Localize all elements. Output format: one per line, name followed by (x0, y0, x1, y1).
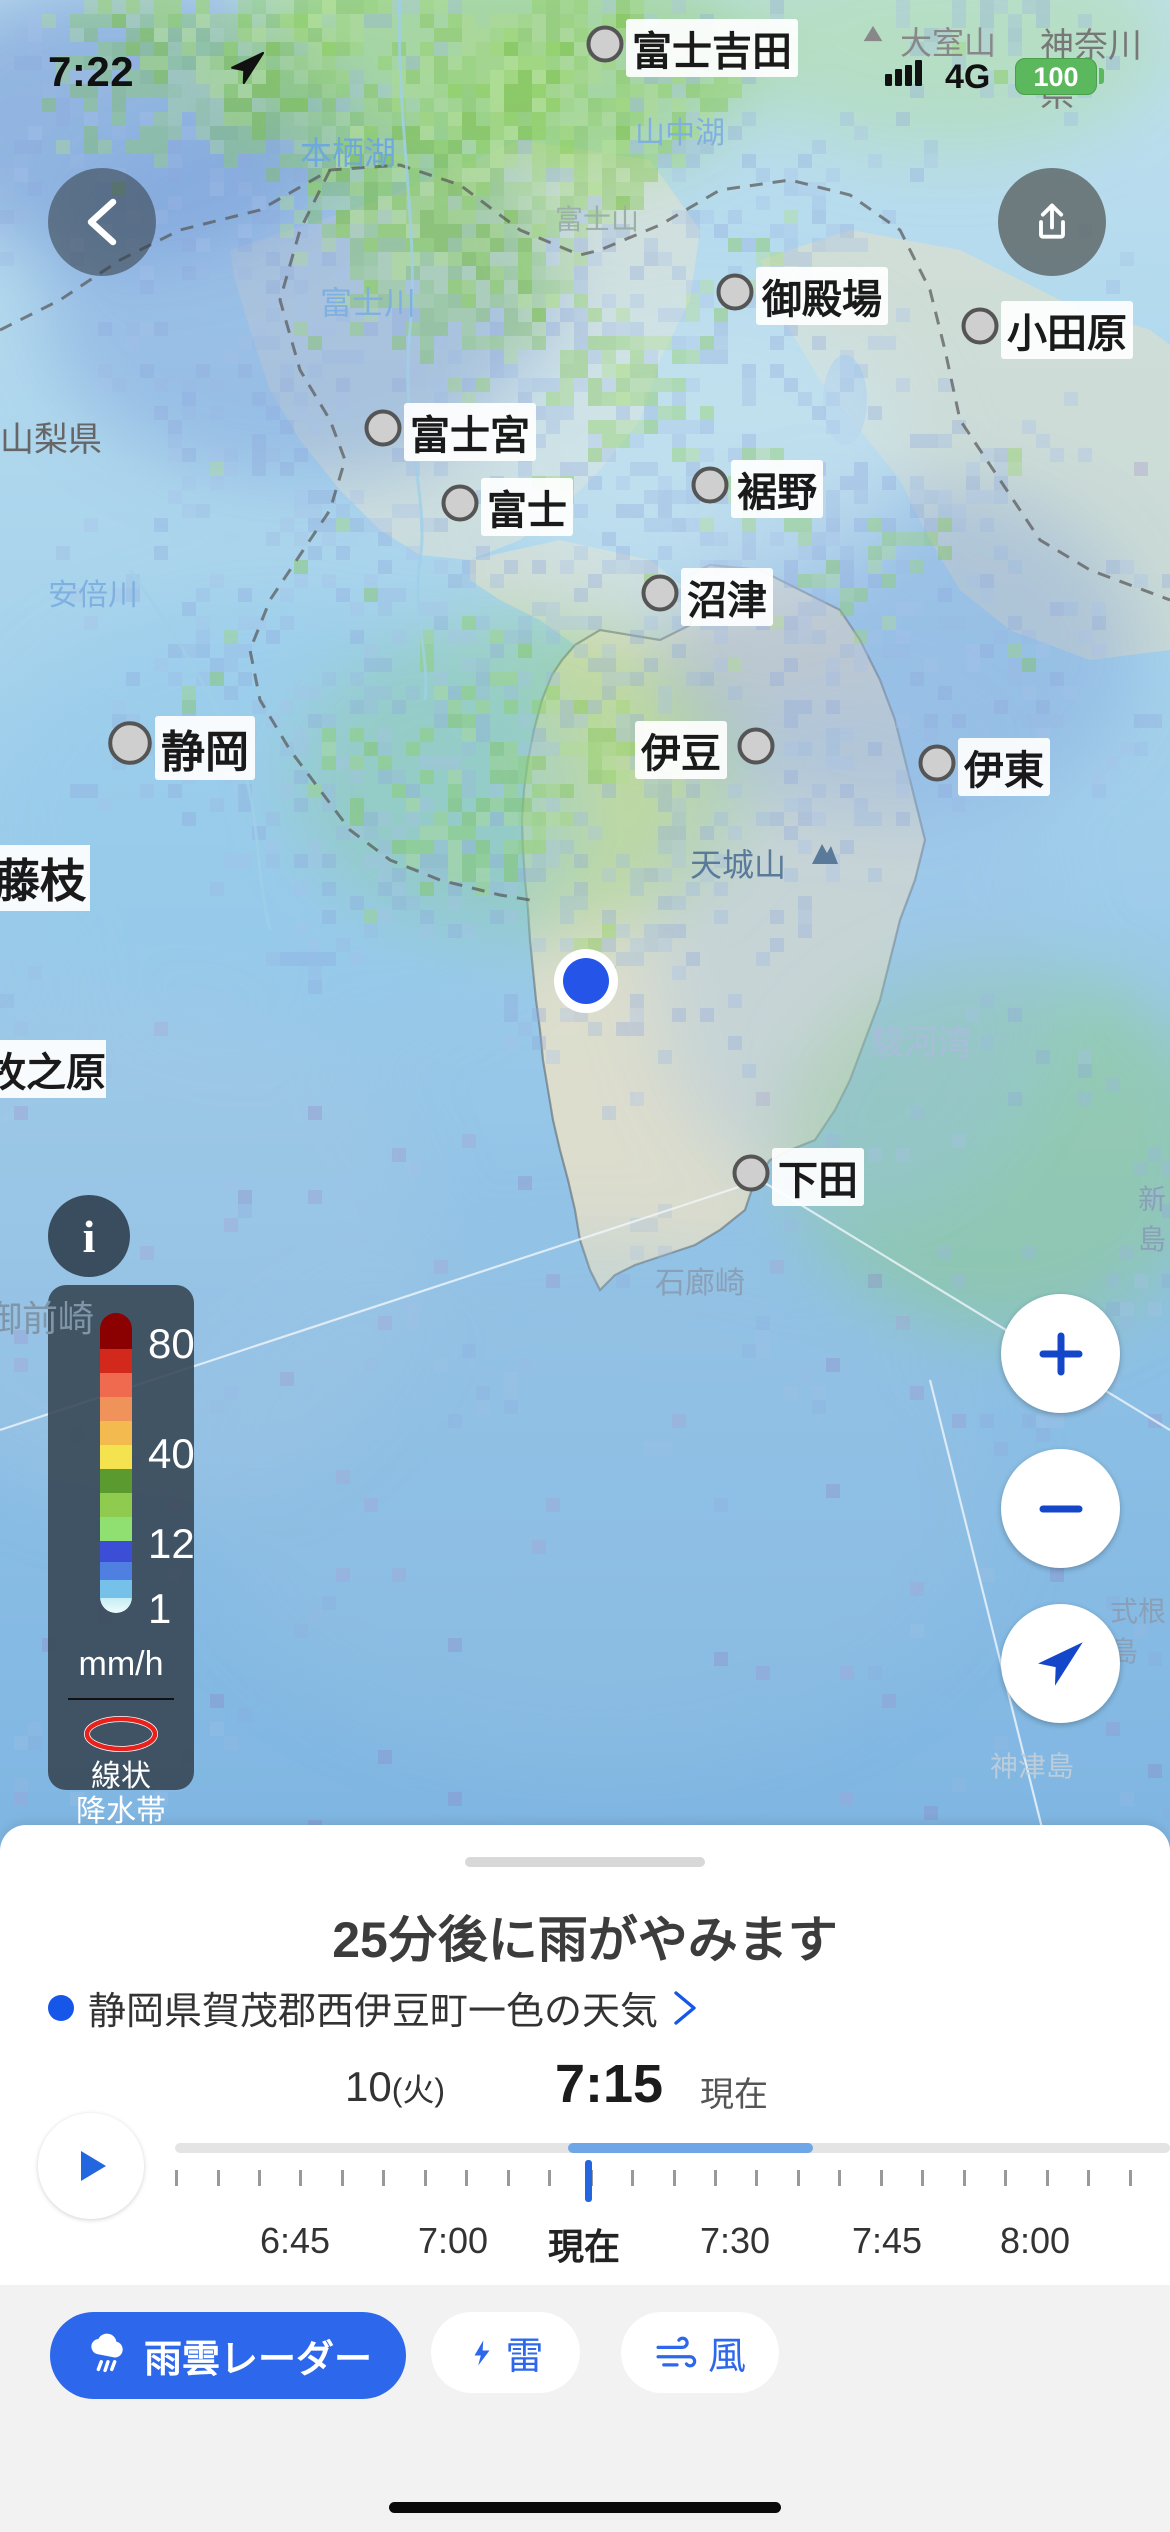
svg-text:1: 1 (148, 1585, 171, 1632)
svg-text:80: 80 (148, 1320, 194, 1367)
svg-text:12: 12 (148, 1520, 194, 1567)
svg-text:40: 40 (148, 1430, 194, 1477)
